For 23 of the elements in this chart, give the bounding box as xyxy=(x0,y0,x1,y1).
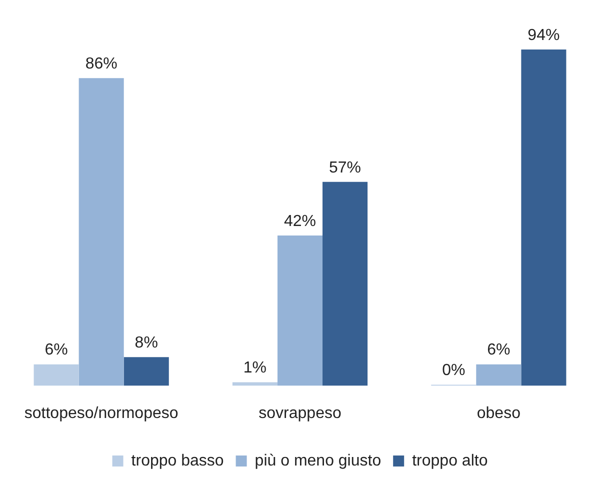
data-label: 6% xyxy=(44,342,68,359)
data-label: 86% xyxy=(85,56,118,72)
bar xyxy=(521,49,566,386)
x-tick-label: sovrappeso xyxy=(258,404,342,422)
legend-label: troppo alto xyxy=(412,452,488,470)
bar xyxy=(78,78,124,386)
legend-label: più o meno giusto xyxy=(254,452,382,470)
data-label: 0% xyxy=(442,362,466,380)
data-label: 57% xyxy=(329,159,362,176)
bar xyxy=(277,236,323,386)
legend-label: troppo basso xyxy=(131,452,224,470)
data-label: 6% xyxy=(487,342,510,359)
bar xyxy=(124,357,169,386)
bar xyxy=(232,382,278,386)
data-label: 8% xyxy=(134,334,158,352)
bar xyxy=(34,364,79,386)
bar xyxy=(476,364,522,386)
x-tick-label: obeso xyxy=(476,404,521,422)
bar xyxy=(322,182,368,386)
data-label: 1% xyxy=(243,360,267,377)
data-label: 42% xyxy=(284,212,316,230)
data-label: 94% xyxy=(528,26,560,44)
x-tick-label: sottopeso/normopeso xyxy=(24,404,178,422)
